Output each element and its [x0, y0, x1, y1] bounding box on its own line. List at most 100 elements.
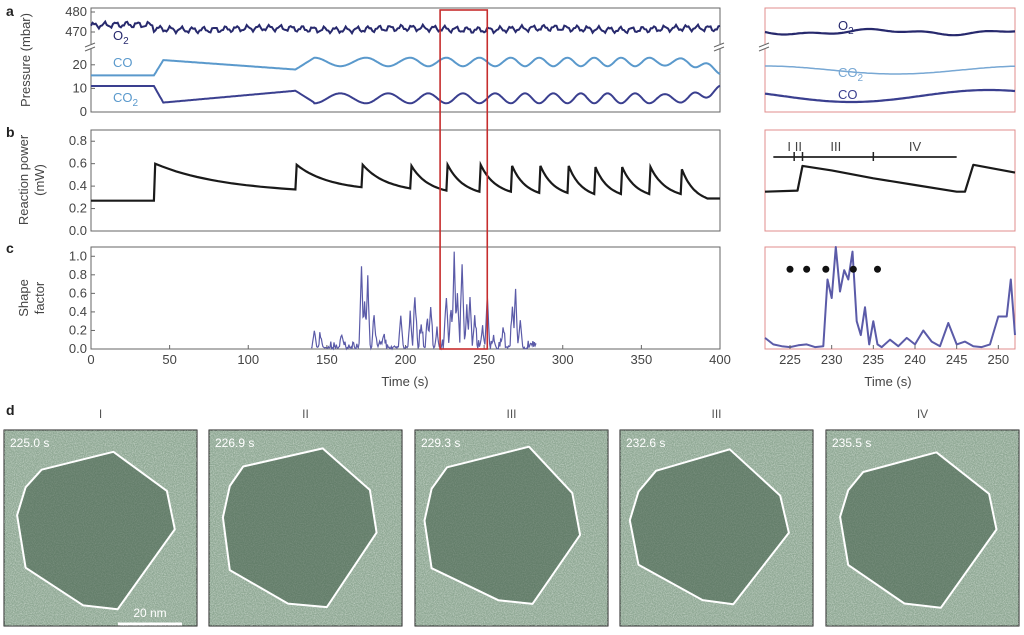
stage-label-i: I	[787, 139, 791, 154]
pressure-ytick-label: 470	[65, 24, 87, 39]
o2-series-label: O2	[113, 28, 129, 47]
zoom-axis-break	[758, 42, 770, 52]
zoom-pressure-frame	[764, 7, 1016, 113]
shape-xtick-label: 50	[162, 352, 176, 367]
shape-xtick-label: 350	[631, 352, 653, 367]
tem-frame-1: I 225.0 s	[3, 407, 198, 627]
shape-xtick-label: 300	[552, 352, 574, 367]
zoom-shape-frame	[764, 246, 1016, 350]
zoom-xtick-label: 225	[779, 352, 801, 367]
zoom-xtick-label: 245	[946, 352, 968, 367]
series-co-line	[91, 56, 721, 77]
pressure-ytick-label: 20	[73, 57, 87, 72]
tem-timestamp: 225.0 s	[10, 436, 49, 450]
shape-xtick-label: 100	[237, 352, 259, 367]
tem-stage-label: III	[711, 407, 721, 421]
particle	[840, 452, 997, 608]
zoom-o2-label: O2	[838, 18, 854, 37]
power-ytick-label: 0.2	[69, 201, 87, 216]
zoom-xtick-label: 230	[821, 352, 843, 367]
power-ylabel: Reaction power (mW)	[16, 134, 47, 225]
power-frame	[90, 129, 721, 232]
panel-label-c: c	[6, 240, 14, 256]
panel-label-d: d	[6, 402, 15, 418]
shape-xtick-label: 0	[87, 352, 94, 367]
zoom-xlabel: Time (s)	[864, 374, 911, 389]
shape-ytick-label: 0.6	[69, 285, 87, 300]
zoom-xtick-label: 240	[904, 352, 926, 367]
svg-text:Shape: Shape	[16, 279, 31, 317]
shape-ytick-label: 0.4	[69, 304, 87, 319]
tem-stage-label: III	[506, 407, 516, 421]
particle-outline	[423, 445, 582, 605]
shape-xtick-label: 200	[395, 352, 417, 367]
pressure-ytick-label: 0	[80, 104, 87, 119]
pressure-ytick-label: 10	[73, 80, 87, 95]
shape-xtick-label: 250	[473, 352, 495, 367]
zoom-co-label: CO	[838, 87, 858, 102]
zoom-shape-line	[764, 246, 1016, 349]
zoom-co2-line	[765, 65, 1015, 75]
shape-ytick-label: 0.2	[69, 322, 87, 337]
power-ytick-label: 0.0	[69, 223, 87, 238]
zoom-co2-label: CO2	[838, 65, 864, 84]
panel-label-a: a	[6, 3, 14, 19]
pressure-frame	[90, 7, 721, 113]
particle	[424, 446, 581, 604]
stage-label-ii: II	[795, 139, 802, 154]
shape-ytick-label: 0.0	[69, 341, 87, 356]
power-ytick-label: 0.4	[69, 178, 87, 193]
reaction-power-chart: 0.0 0.2 0.4 0.6 0.8	[69, 129, 721, 238]
zoom-xtick-label: 235	[862, 352, 884, 367]
tem-frame-4: III 232.6 s	[619, 407, 814, 627]
zoom-power-line	[764, 163, 1016, 193]
stage-label-iv: IV	[909, 139, 922, 154]
tem-timestamp: 226.9 s	[215, 436, 254, 450]
shape-ylabel: Shape factor	[16, 279, 47, 317]
stage-label-iii: III	[830, 139, 841, 154]
shape-xtick-label: 400	[709, 352, 731, 367]
axis-break-1	[713, 42, 725, 52]
tem-frame-3: III 229.3 s	[414, 407, 609, 627]
zoom-power-frame	[764, 129, 1016, 232]
particle-outline	[628, 448, 790, 606]
particle	[629, 449, 789, 605]
tem-stage-label: I	[99, 407, 102, 421]
pressure-ylabel: Pressure (mbar)	[18, 13, 33, 107]
power-ytick-label: 0.6	[69, 156, 87, 171]
tem-stage-label: IV	[917, 407, 928, 421]
frame-marker-3	[849, 265, 857, 273]
frame-marker-2	[822, 265, 830, 273]
axis-break-0	[84, 42, 96, 52]
particle	[17, 451, 175, 610]
panel-label-b: b	[6, 124, 15, 140]
svg-text:factor: factor	[32, 281, 47, 314]
particle	[222, 448, 377, 608]
tem-image-strip: I 225.0 s II 226.9 s III 229.3 s III 232.6 s IV 2…	[3, 407, 1020, 627]
scale-bar-label: 20 nm	[133, 606, 166, 620]
series-shape-line	[311, 251, 537, 351]
svg-text:(mW): (mW)	[32, 164, 47, 196]
tem-timestamp: 229.3 s	[421, 436, 460, 450]
scale-bar: 20 nm	[118, 606, 182, 626]
series-power-line	[91, 160, 720, 202]
co2-series-label: CO2	[113, 90, 139, 109]
zoom-co-line	[764, 88, 1016, 104]
shape-frame	[90, 246, 721, 350]
highlight-window	[439, 9, 489, 350]
pressure-chart: 470 480 0 10 20 O2 CO CO2	[65, 4, 726, 119]
power-ytick-label: 0.8	[69, 133, 87, 148]
main-xlabel: Time (s)	[381, 374, 428, 389]
pressure-ytick-label: 480	[65, 4, 87, 19]
particle-outline	[839, 451, 998, 609]
highlight-rect	[439, 9, 489, 350]
series-co2-line	[91, 84, 721, 105]
zoom-o2-line	[764, 27, 1016, 37]
frame-marker-4	[874, 265, 881, 273]
particle-outline	[221, 447, 378, 609]
shape-xtick-label: 150	[316, 352, 338, 367]
tem-frame-2: II 226.9 s	[208, 407, 403, 627]
tem-frame-5: IV 235.5 s	[825, 407, 1020, 627]
